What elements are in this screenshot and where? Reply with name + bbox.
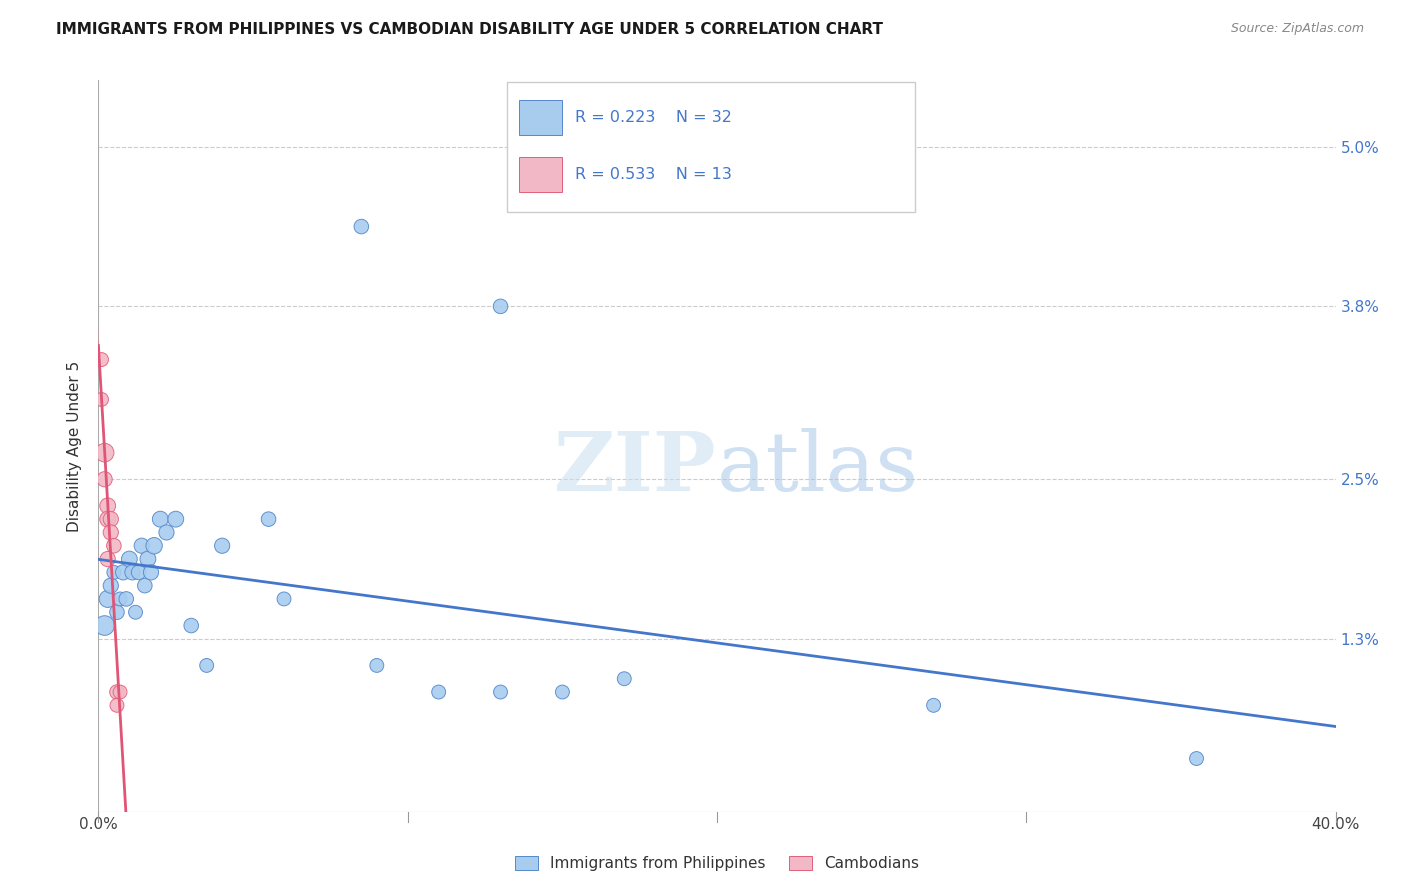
Point bbox=[195, 658, 218, 673]
Point bbox=[131, 539, 153, 553]
Point bbox=[128, 566, 150, 580]
Text: R = 0.223    N = 32: R = 0.223 N = 32 bbox=[575, 110, 731, 125]
Point bbox=[149, 512, 172, 526]
Text: ZIP: ZIP bbox=[554, 428, 717, 508]
Bar bbox=[519, 157, 562, 192]
Point bbox=[105, 685, 128, 699]
Point bbox=[136, 552, 159, 566]
Point bbox=[93, 472, 115, 486]
Point bbox=[613, 672, 636, 686]
Point bbox=[551, 685, 574, 699]
FancyBboxPatch shape bbox=[506, 82, 915, 212]
Point bbox=[922, 698, 945, 713]
Point bbox=[105, 605, 128, 619]
Point bbox=[97, 499, 120, 513]
Point bbox=[93, 445, 115, 459]
Point bbox=[112, 566, 135, 580]
Point bbox=[100, 525, 122, 540]
Point bbox=[366, 658, 388, 673]
Point bbox=[1185, 751, 1208, 765]
Point bbox=[90, 352, 112, 367]
Point bbox=[143, 539, 166, 553]
Point bbox=[489, 685, 512, 699]
Point bbox=[155, 525, 177, 540]
Point bbox=[139, 566, 162, 580]
Point bbox=[97, 512, 120, 526]
Point bbox=[103, 539, 125, 553]
Point bbox=[180, 618, 202, 632]
Point bbox=[121, 566, 143, 580]
Point bbox=[257, 512, 280, 526]
Legend: Immigrants from Philippines, Cambodians: Immigrants from Philippines, Cambodians bbox=[509, 850, 925, 877]
Text: IMMIGRANTS FROM PHILIPPINES VS CAMBODIAN DISABILITY AGE UNDER 5 CORRELATION CHAR: IMMIGRANTS FROM PHILIPPINES VS CAMBODIAN… bbox=[56, 22, 883, 37]
Point bbox=[108, 591, 131, 606]
Text: atlas: atlas bbox=[717, 428, 920, 508]
Point bbox=[97, 552, 120, 566]
Point bbox=[489, 299, 512, 313]
Point bbox=[211, 539, 233, 553]
Point bbox=[100, 512, 122, 526]
Point bbox=[115, 591, 138, 606]
Point bbox=[427, 685, 450, 699]
Point bbox=[105, 698, 128, 713]
Point bbox=[134, 579, 156, 593]
Point bbox=[124, 605, 146, 619]
Point bbox=[103, 566, 125, 580]
Bar bbox=[519, 100, 562, 136]
Point bbox=[273, 591, 295, 606]
Point bbox=[108, 685, 131, 699]
Point bbox=[90, 392, 112, 407]
Point bbox=[350, 219, 373, 234]
Text: Source: ZipAtlas.com: Source: ZipAtlas.com bbox=[1230, 22, 1364, 36]
Point bbox=[100, 579, 122, 593]
Point bbox=[165, 512, 187, 526]
Point bbox=[97, 591, 120, 606]
Point bbox=[118, 552, 141, 566]
Point bbox=[93, 618, 115, 632]
Y-axis label: Disability Age Under 5: Disability Age Under 5 bbox=[67, 360, 83, 532]
Text: R = 0.533    N = 13: R = 0.533 N = 13 bbox=[575, 167, 731, 182]
